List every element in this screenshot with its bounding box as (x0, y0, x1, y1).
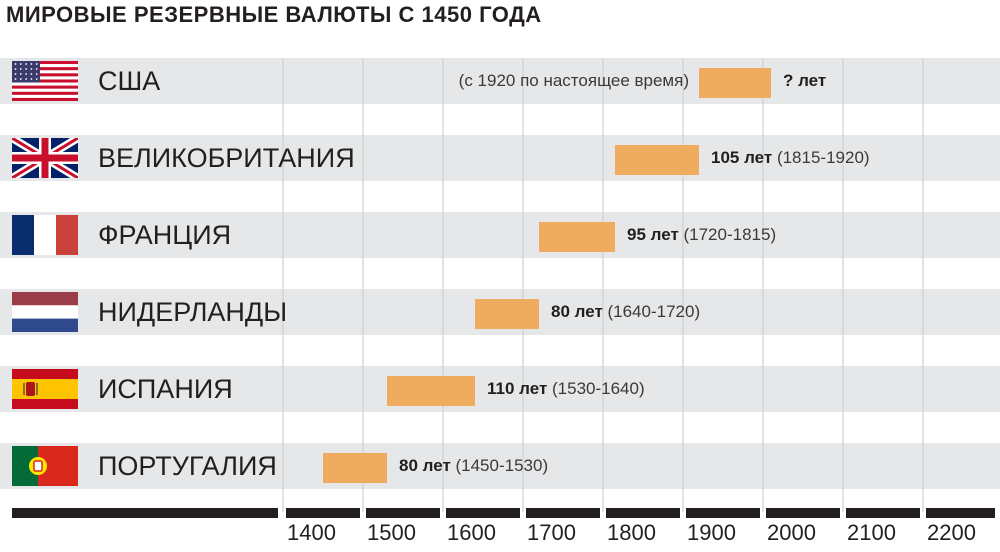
axis-segment (446, 508, 520, 518)
range-label: (1815-1920) (772, 148, 870, 167)
x-tick-label: 1400 (287, 520, 336, 545)
country-label: ИСПАНИЯ (98, 374, 233, 404)
range-label: (1720-1815) (678, 225, 777, 244)
bar (323, 453, 387, 483)
x-tick-label: 1600 (447, 520, 496, 545)
axis-segment (606, 508, 680, 518)
axis-segment (686, 508, 760, 518)
bar-data-label: 95 лет (1720-1815) (627, 212, 776, 258)
bar-data-label: 80 лет (1640-1720) (551, 289, 700, 335)
duration-label: 95 лет (627, 225, 679, 244)
axis-segment (766, 508, 840, 518)
chart-title: МИРОВЫЕ РЕЗЕРВНЫЕ ВАЛЮТЫ С 1450 ГОДА (6, 2, 542, 27)
spain-flag-icon (12, 369, 78, 409)
country-label: НИДЕРЛАНДЫ (98, 297, 288, 327)
row-band (0, 58, 1000, 104)
x-tick-label: 2200 (927, 520, 976, 545)
uk-flag-icon (12, 138, 78, 178)
bar (615, 145, 699, 175)
country-label: ФРАНЦИЯ (98, 220, 232, 250)
axis-segment (366, 508, 440, 518)
axis-segment (12, 508, 278, 518)
duration-label: 110 лет (487, 379, 548, 398)
bar (699, 68, 771, 98)
country-label: ВЕЛИКОБРИТАНИЯ (98, 143, 355, 173)
france-flag-icon (12, 215, 78, 255)
x-tick-label: 1900 (687, 520, 736, 545)
bar-data-label: 80 лет (1450-1530) (399, 443, 548, 489)
duration-label: 80 лет (551, 302, 603, 321)
bar (475, 299, 539, 329)
axis-segment (286, 508, 360, 518)
range-label: (1640-1720) (602, 302, 701, 321)
axis-segment (926, 508, 995, 518)
bar-data-label: ? лет (783, 58, 826, 104)
bar (539, 222, 615, 252)
bar-data-label: 110 лет (1530-1640) (487, 366, 645, 412)
duration-label: ? лет (783, 71, 827, 90)
duration-label: 105 лет (711, 148, 773, 167)
row-band (0, 135, 1000, 181)
bar (387, 376, 475, 406)
row-band (0, 212, 1000, 258)
x-tick-label: 1700 (527, 520, 576, 545)
x-tick-label: 1800 (607, 520, 656, 545)
row-band (0, 366, 1000, 412)
country-label: США (98, 66, 161, 96)
usa-flag-icon (12, 61, 78, 101)
range-label: (1450-1530) (450, 456, 549, 475)
country-label: ПОРТУГАЛИЯ (98, 451, 277, 481)
portugal-flag-icon (12, 446, 78, 486)
netherlands-flag-icon (12, 292, 78, 332)
bar-data-label: 105 лет (1815-1920) (711, 135, 870, 181)
axis-segment (526, 508, 600, 518)
row-band (0, 443, 1000, 489)
x-tick-label: 2000 (767, 520, 816, 545)
x-tick-label: 1500 (367, 520, 416, 545)
range-label: (1530-1640) (547, 379, 645, 398)
axis-segment (846, 508, 920, 518)
bar-note: (с 1920 по настоящее время) (458, 71, 689, 90)
x-tick-label: 2100 (847, 520, 896, 545)
duration-label: 80 лет (399, 456, 451, 475)
